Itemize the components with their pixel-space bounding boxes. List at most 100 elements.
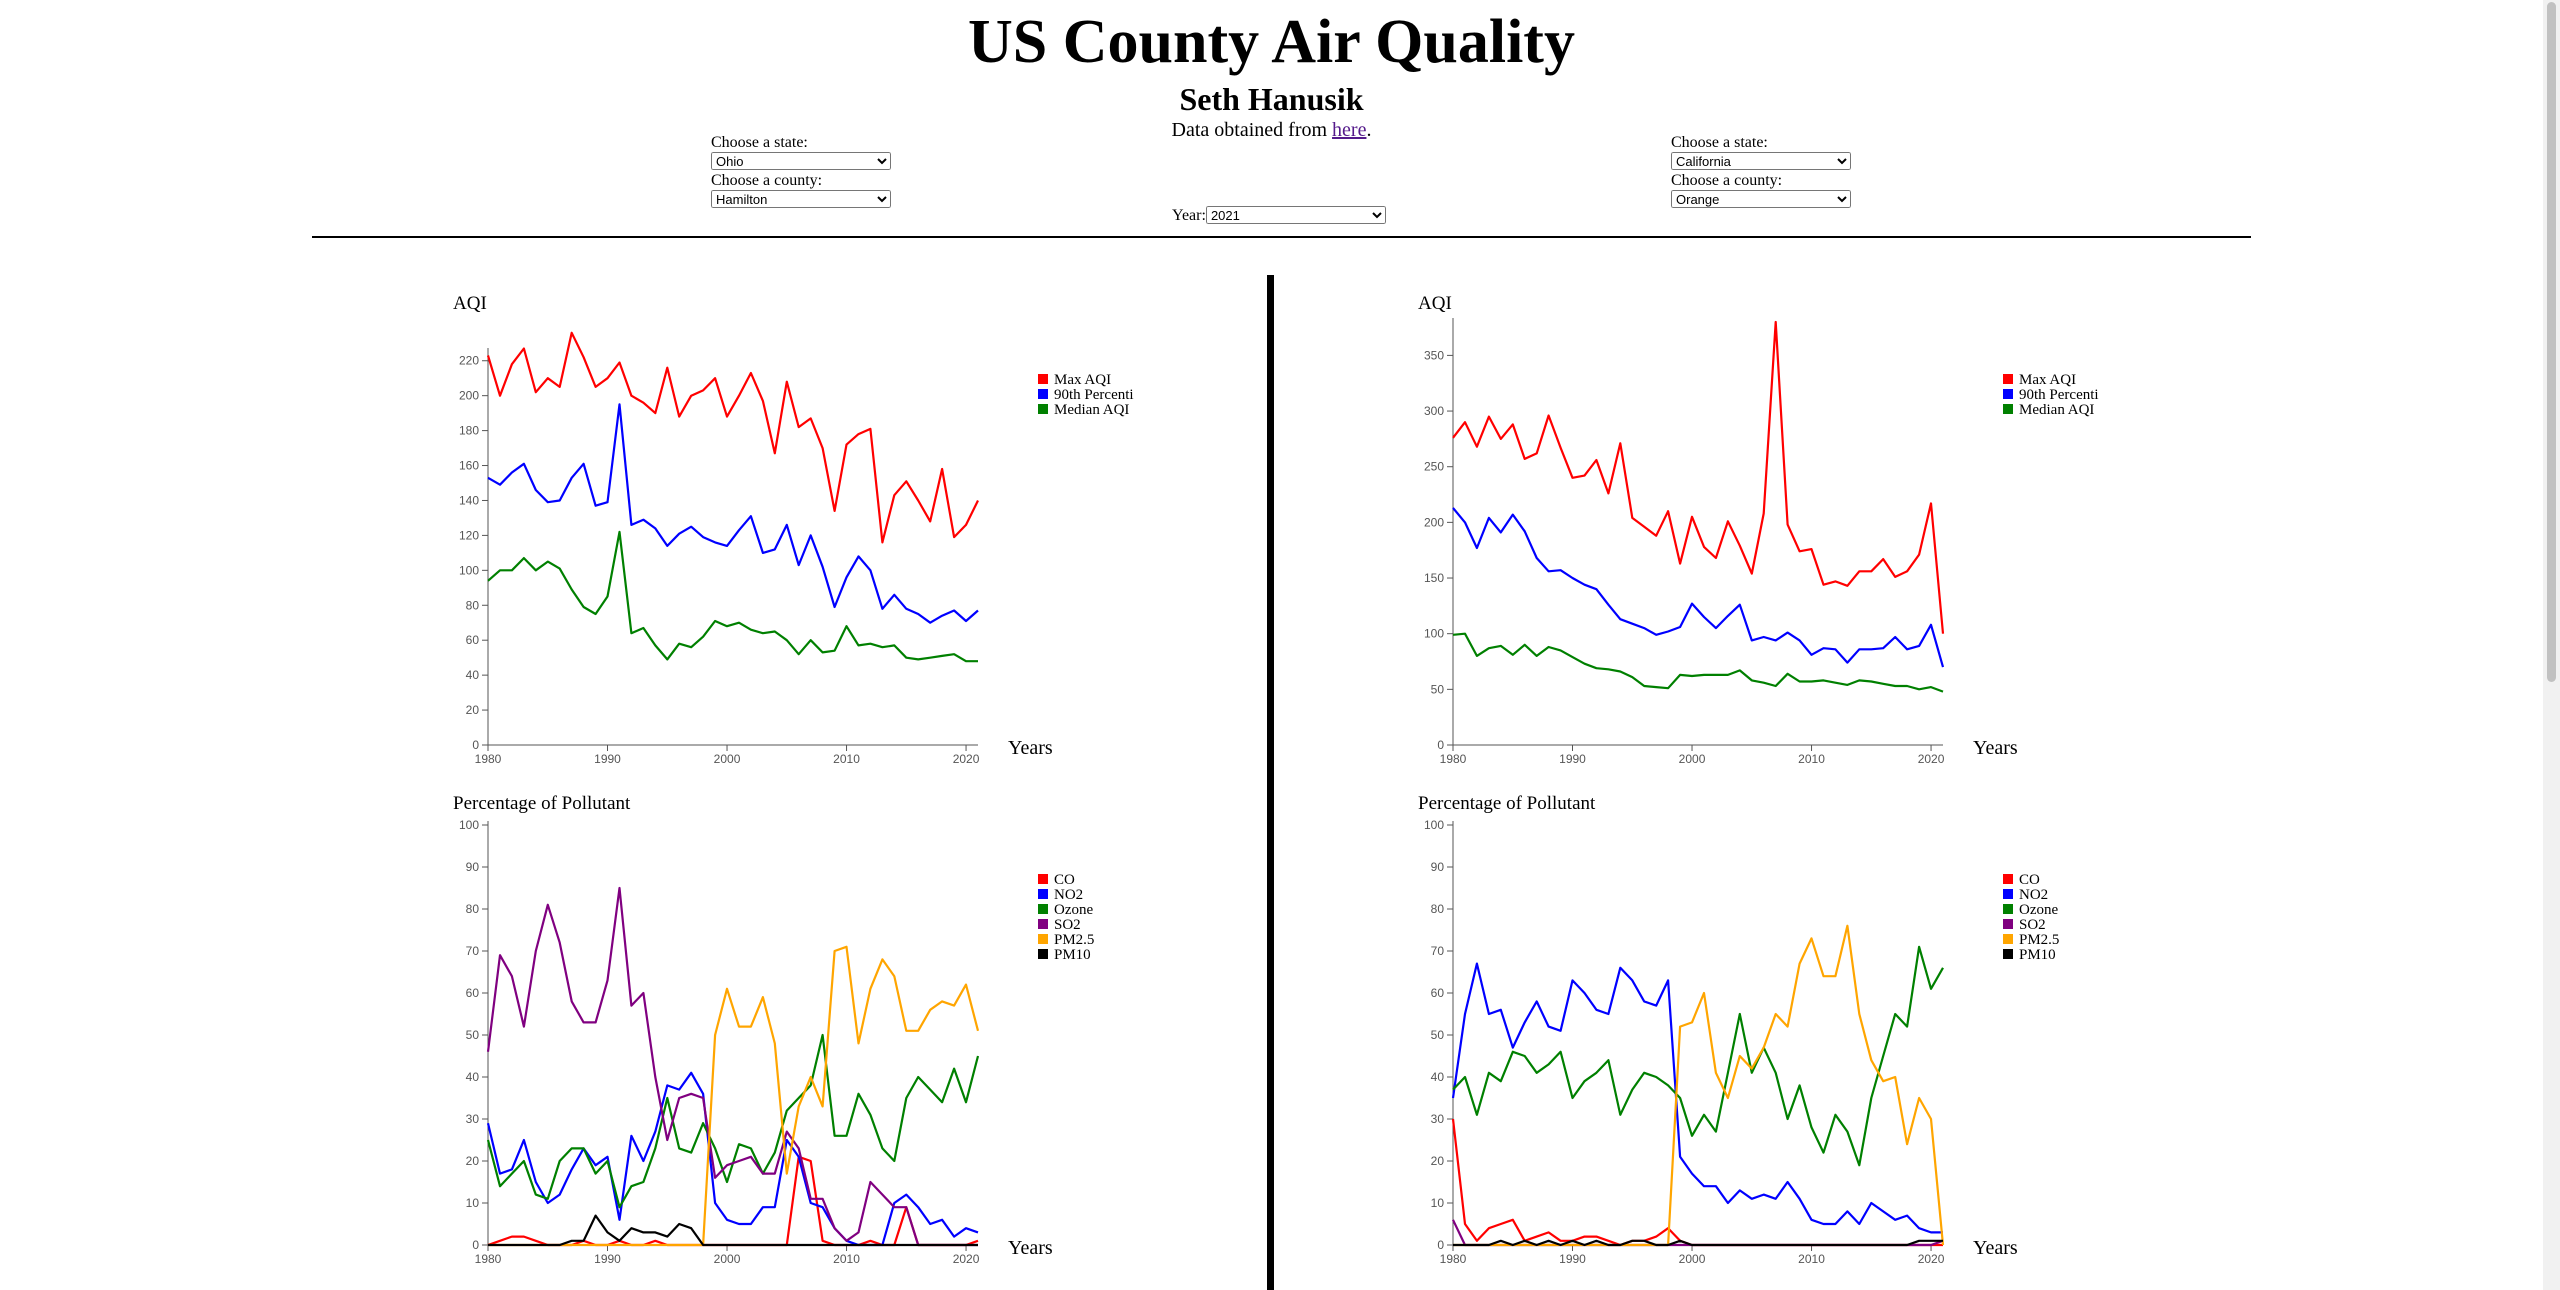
- legend-swatch: [2003, 904, 2013, 914]
- legend-label: SO2: [2019, 917, 2046, 933]
- legend-label: Median AQI: [1054, 402, 1129, 418]
- y-tick: 0: [1437, 1238, 1453, 1252]
- chart-3: Percentage of Pollutant 0 10 20 30 40 50 60 70 80…: [1418, 793, 2059, 1266]
- y-tick-label: 30: [1431, 1112, 1445, 1126]
- source-link[interactable]: here: [1332, 119, 1367, 141]
- x-tick-label: 2010: [833, 1252, 860, 1266]
- vertical-scrollbar[interactable]: [2543, 0, 2560, 1290]
- y-tick-label: 40: [1431, 1070, 1445, 1084]
- legend-swatch: [2003, 949, 2013, 959]
- y-tick-label: 50: [466, 1028, 480, 1042]
- series-line-ozone: [486, 1033, 980, 1209]
- right-state-select[interactable]: California: [1671, 152, 1851, 170]
- y-tick-label: 70: [1431, 944, 1445, 958]
- y-tick: 10: [466, 1196, 488, 1210]
- y-tick-label: 80: [466, 598, 480, 612]
- y-tick-label: 0: [1437, 738, 1444, 752]
- chart-title: AQI: [453, 293, 487, 314]
- right-county-select[interactable]: Orange: [1671, 190, 1851, 208]
- x-tick-label: 2000: [714, 752, 741, 766]
- series-line-90th-percenti: [487, 403, 979, 624]
- y-tick-label: 60: [466, 986, 480, 1000]
- x-tick-label: 2000: [1679, 752, 1706, 766]
- y-tick: 50: [1431, 682, 1453, 696]
- y-tick-label: 200: [1424, 515, 1444, 529]
- y-tick-label: 250: [1424, 460, 1444, 474]
- legend-swatch: [2003, 889, 2013, 899]
- x-tick: 2020: [953, 745, 980, 766]
- x-tick-label: 2010: [1798, 1252, 1825, 1266]
- x-tick: 2000: [714, 745, 741, 766]
- legend-swatch: [2003, 404, 2013, 414]
- legend-label: NO2: [2019, 887, 2048, 903]
- y-tick-label: 180: [459, 424, 479, 438]
- y-tick-label: 100: [459, 818, 479, 832]
- y-tick-label: 70: [466, 944, 480, 958]
- x-tick: 2000: [714, 1245, 741, 1266]
- y-tick: 160: [459, 459, 488, 473]
- data-source-line: Data obtained from here.: [0, 118, 2543, 142]
- y-tick-label: 90: [1431, 860, 1445, 874]
- y-tick-label: 10: [466, 1196, 480, 1210]
- legend-label: Median AQI: [2019, 402, 2094, 418]
- series-line-pm2-5: [488, 945, 980, 1247]
- right-county-label: Choose a county:: [1671, 172, 1783, 189]
- legend-label: Max AQI: [2019, 372, 2076, 388]
- y-tick: 350: [1424, 348, 1453, 362]
- y-tick: 60: [466, 633, 488, 647]
- y-tick: 70: [1431, 944, 1453, 958]
- y-tick: 100: [1424, 818, 1453, 832]
- series-line-max-aqi: [1452, 320, 1945, 634]
- left-county-select[interactable]: Hamilton: [711, 190, 891, 208]
- x-tick-label: 2000: [714, 1252, 741, 1266]
- x-tick: 1990: [1559, 745, 1586, 766]
- legend-label: 90th Percenti: [1054, 387, 1134, 403]
- y-tick-label: 20: [1431, 1154, 1445, 1168]
- x-tick-label: 2020: [953, 1252, 980, 1266]
- y-tick-label: 60: [466, 633, 480, 647]
- header-divider: [312, 236, 2251, 238]
- y-tick: 0: [1437, 738, 1453, 752]
- y-tick: 150: [1424, 571, 1453, 585]
- y-tick: 200: [459, 389, 488, 403]
- y-tick-label: 0: [1437, 1238, 1444, 1252]
- series-line-ozone: [1452, 945, 1944, 1167]
- y-tick: 100: [459, 563, 488, 577]
- y-tick: 10: [1431, 1196, 1453, 1210]
- series-line-so2: [486, 886, 978, 1247]
- year-select[interactable]: 2021: [1205, 206, 1386, 224]
- chart-0: AQI 0 20 40 60 80 100 120 140 160 180 200 220 1980 199…: [453, 293, 1134, 766]
- legend-label: PM10: [2019, 947, 2056, 963]
- legend-label: NO2: [1054, 887, 1083, 903]
- y-tick: 200: [1424, 515, 1453, 529]
- chart-title: Percentage of Pollutant: [453, 793, 631, 814]
- source-suffix: .: [1366, 119, 1372, 141]
- y-tick-label: 160: [459, 459, 479, 473]
- x-axis-label: Years: [1008, 1237, 1053, 1259]
- y-tick: 0: [472, 738, 488, 752]
- left-state-select[interactable]: Ohio: [711, 152, 891, 170]
- y-tick: 100: [1424, 627, 1453, 641]
- legend-label: Ozone: [1054, 902, 1093, 918]
- y-tick: 70: [466, 944, 488, 958]
- x-tick: 2010: [833, 1245, 860, 1266]
- y-tick-label: 30: [466, 1112, 480, 1126]
- x-tick: 1990: [1559, 1245, 1586, 1266]
- legend-label: PM2.5: [2019, 932, 2059, 948]
- x-tick: 2020: [953, 1245, 980, 1266]
- y-tick: 0: [472, 1238, 488, 1252]
- y-tick-label: 0: [472, 1238, 479, 1252]
- y-tick: 40: [1431, 1070, 1453, 1084]
- y-tick: 90: [466, 860, 488, 874]
- page-title: US County Air Quality: [968, 8, 1575, 76]
- legend-label: SO2: [1054, 917, 1081, 933]
- y-tick-label: 90: [466, 860, 480, 874]
- y-tick-label: 140: [459, 493, 479, 507]
- scrollbar-thumb[interactable]: [2547, 2, 2556, 682]
- legend-swatch: [1038, 949, 1048, 959]
- series-line-max-aqi: [486, 331, 979, 544]
- legend-swatch: [2003, 934, 2013, 944]
